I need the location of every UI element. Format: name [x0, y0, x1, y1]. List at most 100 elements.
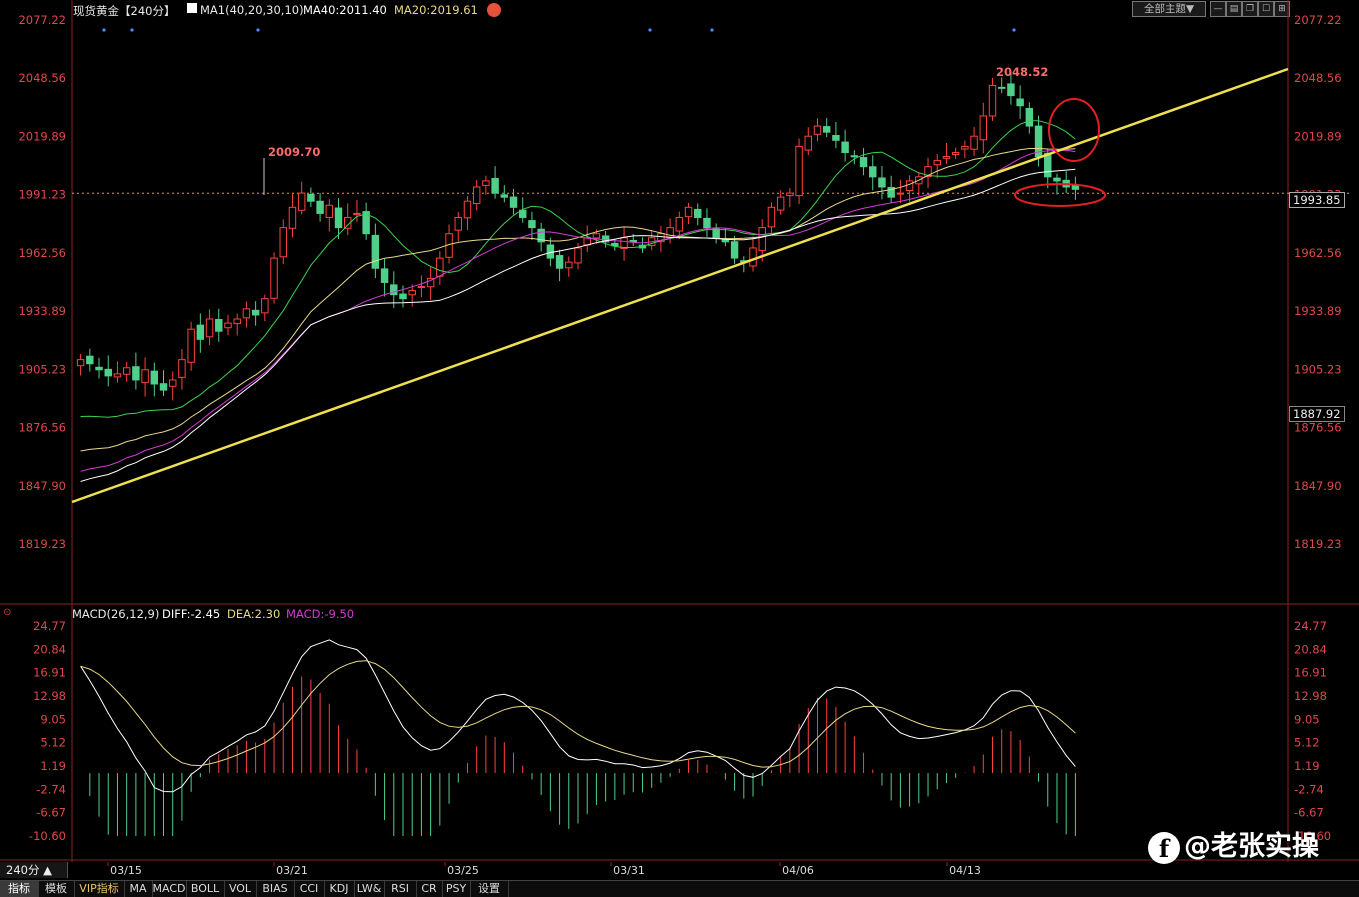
candle-body: [565, 261, 573, 269]
date-label: 03/25: [447, 864, 479, 877]
candle-body: [869, 166, 877, 178]
indicator-tabs: 指标 模板 VIP指标 MA MACD BOLL VOL BIAS CCI KDJ LW& RSI CR…: [0, 880, 1359, 897]
event-marker: [102, 28, 106, 32]
candle-body: [822, 126, 831, 133]
chart-type-icon[interactable]: ▤: [1226, 1, 1242, 17]
candle-body: [786, 192, 794, 197]
tab-14[interactable]: 设置: [470, 881, 509, 897]
dea-value: DEA:2.30: [227, 607, 281, 621]
candle-body: [463, 200, 472, 219]
candle-body: [122, 367, 131, 375]
event-marker: [130, 28, 134, 32]
candle-body: [436, 257, 444, 277]
candle-body: [316, 200, 324, 214]
tab-7[interactable]: BIAS: [256, 881, 295, 897]
candle-body: [684, 206, 693, 218]
candle-body: [159, 383, 168, 391]
tab-12[interactable]: CR: [416, 881, 443, 897]
event-marker: [710, 28, 714, 32]
macd-label-right: 20.84: [1294, 642, 1327, 656]
macd-label-right: 16.91: [1294, 666, 1327, 680]
tab-10[interactable]: LW&: [354, 881, 385, 897]
candle-body: [242, 308, 251, 319]
price-label-right: 1819.23: [1294, 537, 1342, 551]
price-label-right: 1905.23: [1294, 362, 1342, 376]
candle-body: [712, 228, 720, 239]
ma-settings-icon[interactable]: [187, 3, 197, 13]
candle-body: [546, 244, 555, 259]
candle-body: [196, 324, 205, 340]
candle-body: [694, 208, 702, 218]
tab-11[interactable]: RSI: [384, 881, 417, 897]
macd-label-right: 5.12: [1294, 736, 1320, 750]
tab-6[interactable]: VOL: [224, 881, 257, 897]
candle-body: [813, 125, 822, 135]
candle-body: [187, 328, 195, 363]
event-marker: [1012, 28, 1016, 32]
diff-line: [80, 639, 1076, 793]
candle-body: [233, 318, 241, 325]
price-label-left: 1962.56: [18, 246, 66, 260]
macd-label-right: 9.05: [1294, 712, 1320, 726]
macd-label-right: -2.74: [1294, 782, 1324, 796]
candle-body: [224, 322, 232, 329]
candle-body: [1044, 152, 1052, 178]
theme-dropdown-button[interactable]: 全部主题▼: [1132, 1, 1206, 17]
minimize-icon[interactable]: —: [1210, 1, 1226, 17]
candle-body: [95, 366, 103, 371]
period-selector[interactable]: 240分 ▲: [0, 862, 68, 878]
pin-icon[interactable]: ⊞: [1274, 1, 1290, 17]
macd-settings-icon[interactable]: ⊙: [3, 607, 12, 618]
candle-body: [657, 233, 665, 243]
candle-body: [76, 359, 85, 367]
facebook-icon: f: [1148, 831, 1180, 864]
candle-body: [215, 318, 223, 332]
candle-body: [841, 141, 849, 153]
candle-body: [307, 193, 315, 202]
red-ellipse-markup: [1014, 183, 1106, 207]
macd-label-left: -2.74: [36, 782, 66, 796]
tab-13[interactable]: PSY: [442, 881, 471, 897]
ma10-line: [80, 120, 1076, 418]
date-label: 04/06: [782, 864, 814, 877]
candle-body: [270, 257, 278, 299]
candle-body: [390, 284, 398, 296]
tab-1[interactable]: 模板: [38, 881, 75, 897]
chart-header: 现货黄金【240分】 MA1(40,20,30,10) MA40:2011.40…: [0, 0, 1359, 18]
price-label-left: 2077.22: [18, 13, 66, 27]
candle-body: [482, 180, 490, 186]
candle-body: [417, 286, 426, 289]
candle-body: [749, 247, 757, 267]
candle-body: [472, 186, 481, 205]
candle-body: [205, 318, 214, 338]
tab-2[interactable]: VIP指标: [74, 881, 125, 897]
price-label-left: 1876.56: [18, 421, 66, 435]
ma20-line: [80, 148, 1076, 452]
tab-5[interactable]: BOLL: [186, 881, 225, 897]
candle-body: [832, 134, 840, 141]
candle-body: [104, 368, 112, 377]
tab-4[interactable]: MACD: [152, 881, 187, 897]
candle-body: [150, 370, 159, 385]
red-circle-markup: [1048, 98, 1100, 162]
candle-body: [519, 209, 527, 218]
candle-body: [905, 180, 914, 192]
candle-body: [703, 217, 711, 229]
ma40-value: MA40:2011.40: [303, 3, 387, 17]
tab-0[interactable]: 指标: [0, 881, 39, 897]
maximize-icon[interactable]: ☐: [1258, 1, 1274, 17]
instrument-title: 现货黄金【240分】: [73, 4, 176, 18]
candle-body: [426, 277, 435, 288]
tab-8[interactable]: CCI: [294, 881, 325, 897]
candle-body: [675, 216, 684, 232]
candle-body: [804, 135, 812, 151]
price-label-left: 2019.89: [18, 129, 66, 143]
candle-body: [574, 247, 582, 264]
tab-9[interactable]: KDJ: [324, 881, 355, 897]
candle-body: [251, 309, 260, 316]
candle-body: [1025, 107, 1034, 127]
macd-label-right: 24.77: [1294, 619, 1327, 633]
restore-icon[interactable]: ❐: [1242, 1, 1258, 17]
tab-3[interactable]: MA: [124, 881, 153, 897]
